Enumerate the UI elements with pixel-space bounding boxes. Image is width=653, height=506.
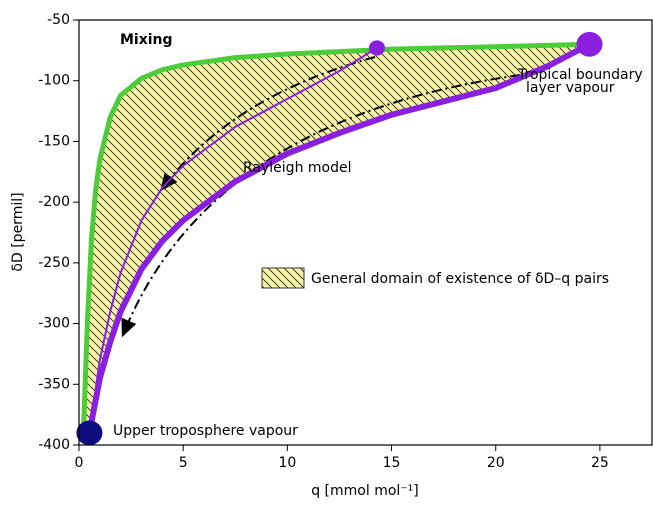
annotation: Tropical boundary layer vapour <box>517 67 643 96</box>
end-point <box>576 31 603 57</box>
x-axis-label: q [mmol mol⁻¹] <box>311 483 419 499</box>
y-tick-label: -300 <box>38 316 70 332</box>
end-point <box>368 40 385 56</box>
legend-label: General domain of existence of δD–q pair… <box>311 271 609 287</box>
series-line <box>80 41 590 440</box>
series-line <box>88 47 378 433</box>
x-tick-label: 25 <box>591 455 609 471</box>
y-tick-label: -250 <box>38 255 70 271</box>
y-tick-label: -150 <box>38 133 70 149</box>
series-label: Rayleigh model <box>243 160 351 176</box>
x-tick-label: 0 <box>75 455 84 471</box>
x-tick-label: 15 <box>383 455 401 471</box>
plot-frame <box>78 19 653 446</box>
annotation: Upper troposphere vapour <box>113 423 298 439</box>
x-tick-label: 10 <box>278 455 296 471</box>
series-label: Mixing <box>120 32 173 48</box>
y-tick-label: -100 <box>38 73 70 89</box>
legend-swatch <box>261 267 305 289</box>
y-axis-label: δD [permil] <box>10 192 26 271</box>
x-tick-label: 20 <box>487 455 505 471</box>
y-tick-label: -50 <box>47 12 70 28</box>
arrow <box>160 56 376 192</box>
y-tick-label: -350 <box>38 376 70 392</box>
end-point <box>76 420 103 446</box>
y-tick-label: -200 <box>38 194 70 210</box>
y-tick-label: -400 <box>38 437 70 453</box>
domain-area <box>83 44 590 439</box>
arrow <box>121 74 521 338</box>
x-tick-label: 5 <box>179 455 188 471</box>
series-line <box>86 41 591 434</box>
